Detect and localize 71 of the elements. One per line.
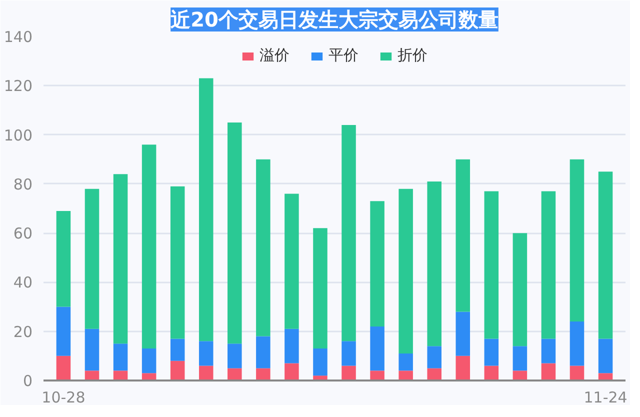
bar bbox=[198, 78, 214, 342]
bar bbox=[198, 341, 214, 366]
bar bbox=[170, 360, 185, 380]
bar bbox=[56, 356, 71, 380]
y-tick-label: 0 bbox=[22, 372, 33, 390]
bar bbox=[170, 338, 185, 361]
bar bbox=[484, 338, 499, 366]
bar bbox=[113, 344, 128, 371]
bar bbox=[427, 368, 442, 380]
bar bbox=[170, 186, 185, 339]
y-tick-label: 20 bbox=[13, 322, 33, 341]
legend-label: 折价 bbox=[398, 46, 428, 65]
bar bbox=[198, 366, 214, 380]
y-tick-label: 140 bbox=[4, 28, 33, 46]
bar bbox=[142, 144, 156, 349]
bar bbox=[84, 328, 100, 371]
bar bbox=[370, 326, 384, 371]
y-tick-label: 60 bbox=[13, 224, 33, 243]
bar bbox=[228, 122, 242, 344]
bar bbox=[284, 328, 299, 364]
y-tick-label: 100 bbox=[4, 126, 33, 144]
bar bbox=[142, 348, 156, 374]
bar bbox=[512, 233, 528, 346]
bar bbox=[84, 188, 100, 329]
bar bbox=[456, 159, 470, 312]
bar bbox=[570, 322, 584, 366]
bar bbox=[284, 194, 299, 329]
bar bbox=[541, 338, 556, 364]
bar bbox=[342, 341, 356, 366]
bar bbox=[427, 346, 442, 368]
y-tick-label: 40 bbox=[13, 274, 33, 292]
bar bbox=[228, 344, 242, 368]
bar bbox=[228, 368, 242, 380]
bar bbox=[256, 159, 270, 336]
bar bbox=[541, 363, 556, 380]
bar bbox=[512, 370, 528, 380]
bar bbox=[456, 312, 470, 356]
bar bbox=[370, 370, 384, 380]
chart-title: 近20个交易日发生大宗交易公司数量 bbox=[170, 8, 498, 32]
legend-label: 溢价 bbox=[260, 46, 290, 65]
bar bbox=[512, 346, 528, 371]
bar bbox=[313, 228, 328, 349]
bar bbox=[313, 348, 328, 376]
bar bbox=[541, 191, 556, 339]
bar bbox=[484, 191, 499, 339]
bar bbox=[456, 356, 470, 380]
bar bbox=[570, 366, 584, 380]
bar bbox=[398, 188, 413, 354]
bar bbox=[398, 353, 413, 371]
bar bbox=[598, 172, 613, 339]
bar bbox=[84, 370, 100, 380]
y-tick-label: 80 bbox=[13, 175, 33, 194]
legend-label: 平价 bbox=[328, 46, 358, 65]
bar bbox=[484, 366, 499, 380]
bar bbox=[370, 201, 384, 326]
bar bbox=[598, 338, 613, 374]
bar bbox=[342, 366, 356, 380]
x-tick-label: 11-24 bbox=[584, 388, 628, 406]
bar bbox=[284, 363, 299, 380]
x-tick-label: 10-28 bbox=[42, 388, 86, 406]
bar bbox=[398, 370, 413, 380]
y-tick-label: 120 bbox=[4, 77, 33, 96]
bar bbox=[256, 336, 270, 368]
bar bbox=[342, 124, 356, 342]
bar bbox=[113, 370, 128, 380]
bar bbox=[113, 174, 128, 344]
bar bbox=[56, 306, 71, 356]
bar bbox=[256, 368, 270, 380]
bar bbox=[570, 159, 584, 322]
bar bbox=[427, 181, 442, 346]
bar bbox=[56, 210, 71, 307]
